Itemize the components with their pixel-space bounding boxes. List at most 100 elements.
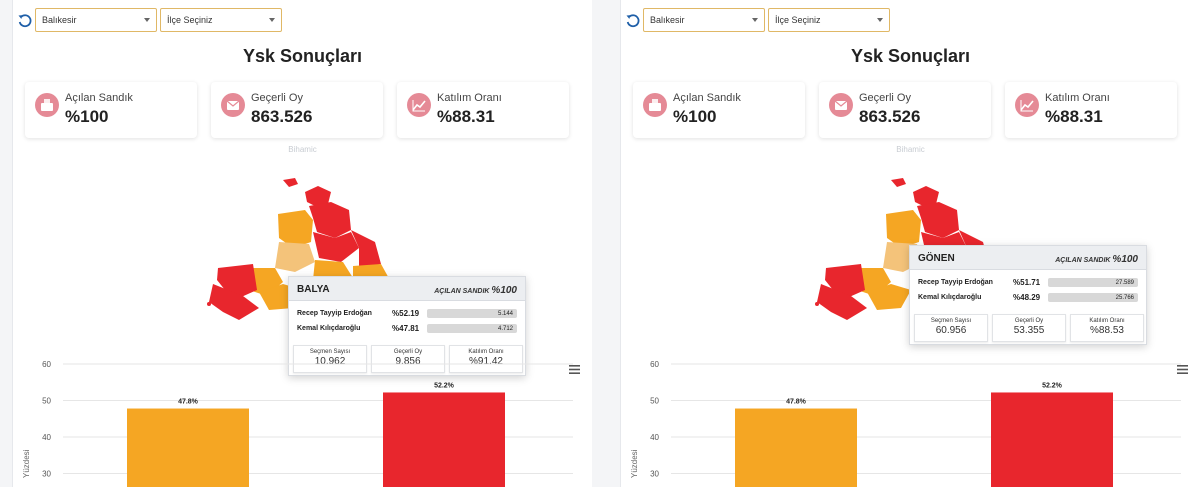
tooltip-candidate-row: Recep Tayyip Erdoğan %51.71 27.589 [918,277,1138,289]
map-region-balya[interactable] [275,242,315,272]
map-region-edremit[interactable] [817,284,867,320]
district-select[interactable]: İlçe Seçiniz [160,8,282,32]
tooltip-candidate-row: Recep Tayyip Erdoğan %52.19 5.144 [297,308,517,320]
tooltip-sandik-label: AÇILAN SANDIK [1055,257,1111,264]
results-panel-right: Balıkesir İlçe Seçiniz Ysk Sonuçları Açı… [620,0,1200,487]
tooltip-header: GÖNEN AÇILAN SANDIK %100 [910,246,1146,270]
summary-cards: Açılan Sandık %100 Geçerli Oy 863.526 Ka… [633,82,1188,138]
tooltip-stat-label: Katılım Oranı [1089,318,1125,324]
summary-cards: Açılan Sandık %100 Geçerli Oy 863.526 Ka… [25,82,580,138]
chart-bar[interactable] [991,392,1113,487]
map-region-islet[interactable] [207,302,211,306]
candidate-votes: 5.144 [497,311,513,317]
envelope-vote-icon [221,93,245,117]
map-region-erdek[interactable] [305,186,331,206]
tooltip-stat-katilim: Katılım Oranı %91.42 [449,345,523,373]
vote-share-bar-chart: 60 50 40 30 Yüzdesi 47.8% 52.2% [630,360,1181,487]
tooltip-stats: Seçmen Sayısı 10.962 Geçerli Oy 9.856 Ka… [293,345,523,373]
y-tick-label: 60 [650,360,659,369]
tooltip-stat-label: Katılım Oranı [468,349,504,355]
chart-credits: Bihamic [896,145,925,154]
refresh-icon[interactable] [625,13,641,29]
chart-bar[interactable] [127,408,249,487]
map-region-islet[interactable] [815,302,819,306]
tooltip-stat-value: %91.42 [469,356,503,367]
hamburger-menu-icon[interactable] [569,365,580,374]
candidate-percent: %47.81 [392,324,420,333]
vote-share-bar-chart: 60 50 40 30 Yüzdesi 47.8% 52.2% [22,360,573,487]
tooltip-stat-value: 53.355 [1013,325,1045,336]
stat-value: %100 [673,107,717,126]
chart-bar[interactable] [383,392,505,487]
stat-value: %88.31 [437,107,495,126]
tooltip-stat-value: %88.53 [1090,325,1124,336]
district-select-placeholder: İlçe Seçiniz [167,15,213,25]
tooltip-stat-secmen: Seçmen Sayısı 60.956 [914,314,988,342]
map-region-manyas[interactable] [313,232,359,262]
candidate-votes: 4.712 [497,326,513,332]
chevron-down-icon [269,18,275,22]
tooltip-stat-gecerli: Geçerli Oy 9.856 [371,345,445,373]
candidate-share-bar: 4.712 [427,324,517,333]
tooltip-sandik: AÇILAN SANDIK %100 [434,285,517,296]
stat-label: Açılan Sandık [673,92,741,104]
tooltip-header: BALYA AÇILAN SANDIK %100 [289,277,525,301]
stat-card-acilan-sandik: Açılan Sandık %100 [633,82,805,138]
tooltip-district-name: GÖNEN [918,253,955,264]
province-select[interactable]: Balıkesir [643,8,765,32]
map-region-burhaniye[interactable] [867,284,911,310]
map-region-island[interactable] [891,178,906,187]
tooltip-sandik-value: %100 [491,285,517,296]
stat-card-gecerli-oy: Geçerli Oy 863.526 [819,82,991,138]
map-region-gonen[interactable] [886,210,921,248]
bar-data-label: 47.8% [178,399,199,406]
stat-label: Katılım Oranı [437,92,502,104]
tooltip-stat-label: Geçerli Oy [1014,318,1044,324]
refresh-icon[interactable] [17,13,33,29]
map-region-bandirma[interactable] [309,202,351,238]
stat-label: Geçerli Oy [251,92,303,104]
candidate-name: Kemal Kılıçdaroğlu [918,294,982,301]
stat-label: Katılım Oranı [1045,92,1110,104]
y-axis-title: Yüzdesi [630,449,639,478]
map-region-edremit[interactable] [209,284,259,320]
tooltip-stat-gecerli: Geçerli Oy 53.355 [992,314,1066,342]
bar-data-label: 47.8% [786,399,807,406]
map-region-bandirma[interactable] [917,202,959,238]
map-region-havran[interactable] [825,264,865,298]
y-tick-label: 30 [650,470,659,479]
candidate-percent: %51.71 [1013,278,1041,287]
province-select[interactable]: Balıkesir [35,8,157,32]
tooltip-sandik-label: AÇILAN SANDIK [434,288,490,295]
candidate-share-bar: 25.766 [1048,293,1138,302]
hamburger-menu-icon[interactable] [1177,365,1188,374]
page-title: Ysk Sonuçları [242,46,363,66]
bar-data-label: 52.2% [434,382,455,389]
chevron-down-icon [752,18,758,22]
envelope-vote-icon [829,93,853,117]
tooltip-stat-katilim: Katılım Oranı %88.53 [1070,314,1144,342]
y-tick-label: 60 [42,360,51,369]
tooltip-sandik-value: %100 [1112,254,1138,265]
chart-credits: Bihamic [288,145,317,154]
stat-value: 863.526 [859,107,921,126]
stat-value: 863.526 [251,107,313,126]
tooltip-stat-label: Geçerli Oy [393,349,423,355]
map-region-susurluk[interactable] [351,230,381,268]
page-title: Ysk Sonuçları [850,46,971,66]
map-region-island[interactable] [283,178,298,187]
y-tick-label: 50 [650,397,659,406]
district-tooltip: GÖNEN AÇILAN SANDIK %100 Recep Tayyip Er… [909,245,1147,345]
tooltip-district-name: BALYA [297,284,330,295]
ballot-box-icon [643,93,667,117]
district-select[interactable]: İlçe Seçiniz [768,8,890,32]
chart-bar[interactable] [735,408,857,487]
map-region-erdek[interactable] [913,186,939,206]
chevron-down-icon [144,18,150,22]
map-region-havran[interactable] [217,264,257,298]
tooltip-stat-label: Seçmen Sayısı [930,318,972,324]
candidate-share-bar: 5.144 [427,309,517,318]
tooltip-stat-value: 60.956 [935,325,967,336]
map-region-gonen[interactable] [278,210,313,248]
stat-card-katilim-orani: Katılım Oranı %88.31 [1005,82,1177,138]
